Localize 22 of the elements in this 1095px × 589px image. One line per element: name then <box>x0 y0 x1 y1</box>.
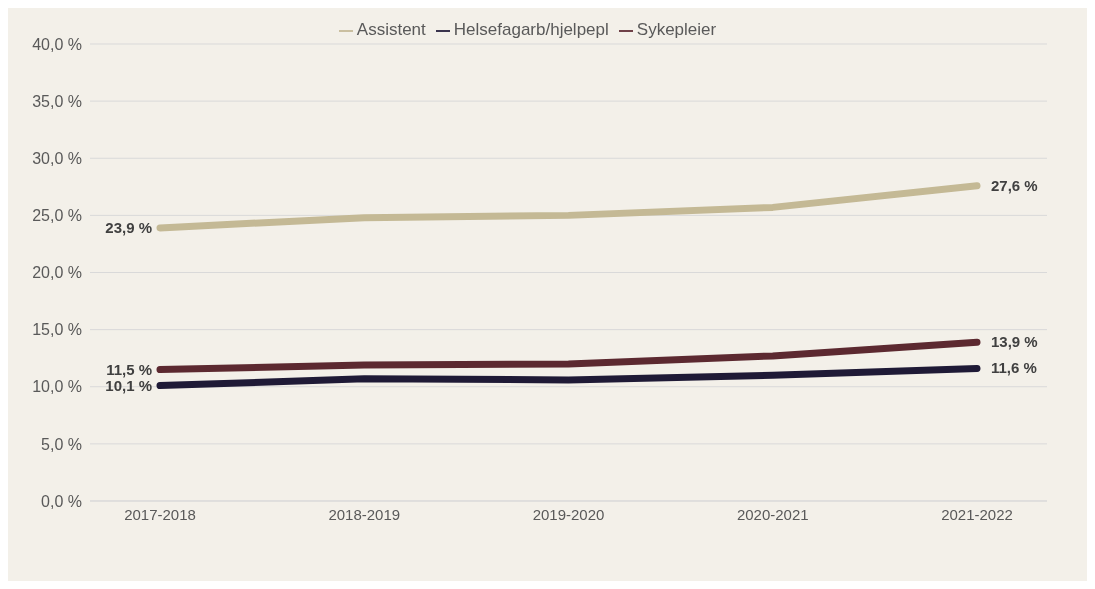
y-tick-label: 5,0 % <box>41 435 82 453</box>
legend-label: Helsefagarb/hjelpepl <box>453 20 609 39</box>
y-tick-label: 0,0 % <box>41 492 82 510</box>
data-label: 23,9 % <box>105 218 152 236</box>
y-tick-label: 15,0 % <box>32 321 82 339</box>
x-tick-label: 2019-2020 <box>532 505 605 523</box>
x-tick-label: 2020-2021 <box>736 505 809 523</box>
data-label: 13,9 % <box>991 333 1038 351</box>
y-tick-label: 30,0 % <box>32 149 82 167</box>
x-tick-label: 2021-2022 <box>941 505 1013 523</box>
y-tick-label: 40,0 % <box>32 35 82 53</box>
legend-label: Assistent <box>356 20 426 39</box>
legend-label: Sykepleier <box>636 20 717 39</box>
y-tick-label: 10,0 % <box>32 378 82 396</box>
x-tick-label: 2017-2018 <box>124 505 196 523</box>
y-tick-label: 25,0 % <box>32 207 82 225</box>
data-label: 27,6 % <box>991 176 1038 194</box>
y-tick-label: 20,0 % <box>32 264 82 282</box>
y-tick-label: 35,0 % <box>32 92 82 110</box>
data-label: 11,5 % <box>106 360 152 378</box>
x-tick-label: 2018-2019 <box>328 505 401 523</box>
data-label: 11,6 % <box>991 359 1037 377</box>
